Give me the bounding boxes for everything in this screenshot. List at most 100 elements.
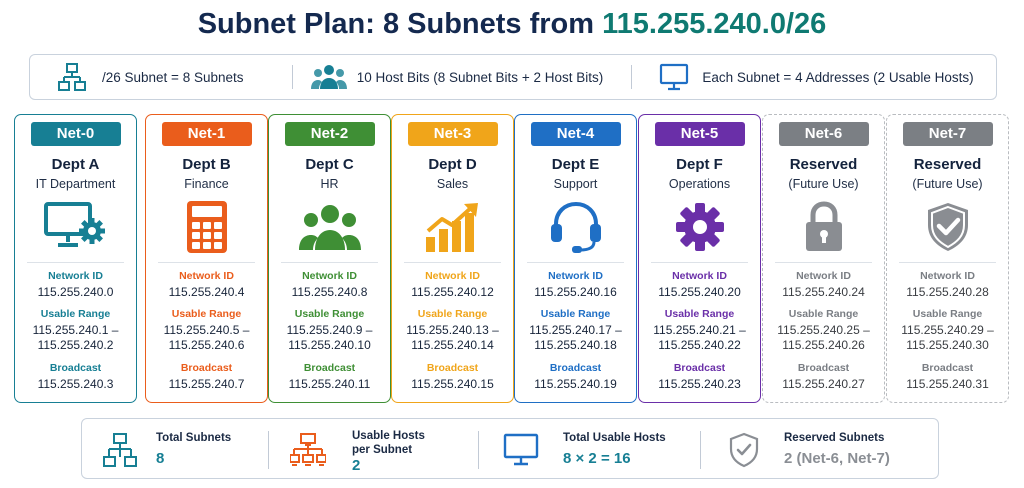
summary-reserved: Reserved Subnets 2 (Net-6, Net-7) (724, 419, 934, 478)
broadcast-value: 115.255.240.7 (168, 377, 245, 391)
subnet-subtitle: (Future Use) (788, 177, 859, 191)
network-id-value: 115.255.240.28 (906, 285, 989, 299)
broadcast-value: 115.255.240.23 (658, 377, 741, 391)
divider (291, 65, 293, 89)
monitor-gear-icon (15, 197, 136, 257)
usable-range-label: Usable Range (788, 308, 859, 320)
usable-range-end: 115.255.240.22 (658, 338, 741, 352)
network-id-label: Network ID (425, 270, 480, 282)
subnet-card-net-4: Net-4 Dept E Support Network ID 115.255.240.… (514, 114, 637, 403)
usable-range-start: 115.255.240.13 – (406, 323, 499, 337)
broadcast-label: Broadcast (549, 362, 602, 374)
subnet-subtitle: (Future Use) (912, 177, 983, 191)
summary-total-subnets: Total Subnets 8 (100, 419, 270, 478)
monitor-icon (654, 62, 694, 92)
subnet-dept: Reserved (913, 156, 982, 173)
usable-range-label: Usable Range (540, 308, 611, 320)
network-id-label: Network ID (796, 270, 851, 282)
subnet-subtitle: Finance (184, 177, 229, 191)
subnet-subtitle: HR (320, 177, 339, 191)
summary-usable-hosts: Usable Hosts per Subnet 2 (288, 419, 468, 478)
broadcast-value: 115.255.240.31 (906, 377, 989, 391)
broadcast-value: 115.255.240.3 (37, 377, 114, 391)
usable-range-start: 115.255.240.29 – (901, 323, 994, 337)
subnet-subtitle: Sales (436, 177, 469, 191)
subnet-card-net-2: Net-2 Dept C HR Network ID 115.255.240.8 Usab… (268, 114, 391, 403)
subnet-badge: Net-2 (284, 122, 375, 146)
broadcast-value: 115.255.240.19 (534, 377, 617, 391)
subnet-dept: Dept D (428, 156, 477, 173)
shield-check-icon (887, 197, 1008, 257)
divider (651, 262, 748, 263)
title-prefix: Subnet Plan: 8 Subnets from (197, 8, 603, 40)
summary-value: 2 (Net-6, Net-7) (784, 450, 890, 467)
network-id-value: 115.255.240.12 (411, 285, 494, 299)
broadcast-label: Broadcast (797, 362, 850, 374)
subnet-card-net-1: Net-1 Dept B Finance Network ID 115.255.240.… (145, 114, 268, 403)
headset-icon (515, 197, 636, 257)
usable-range-end: 115.255.240.10 (288, 338, 371, 352)
network-id-value: 115.255.240.4 (168, 285, 245, 299)
usable-range-start: 115.255.240.5 – (163, 323, 250, 337)
network-id-label: Network ID (672, 270, 727, 282)
usable-range-start: 115.255.240.21 – (653, 323, 746, 337)
summary-label: Usable Hosts per Subnet (352, 429, 425, 457)
broadcast-value: 115.255.240.15 (411, 377, 494, 391)
subnet-card-net-3: Net-3 Dept D Sales Network ID 115.255.240.12… (391, 114, 514, 403)
summary-label-line1: Usable Hosts (352, 430, 425, 442)
subnet-dept: Dept B (182, 156, 231, 173)
network-id-label: Network ID (920, 270, 975, 282)
summary-label: Total Subnets (156, 432, 232, 444)
usable-range-end: 115.255.240.26 (782, 338, 865, 352)
network-id-value: 115.255.240.0 (37, 285, 114, 299)
network-id-value: 115.255.240.16 (534, 285, 617, 299)
usable-range-label: Usable Range (417, 308, 488, 320)
network-id-value: 115.255.240.20 (658, 285, 741, 299)
network-id-label: Network ID (179, 270, 234, 282)
broadcast-label: Broadcast (49, 362, 102, 374)
usable-range-label: Usable Range (294, 308, 365, 320)
subnet-badge: Net-5 (654, 122, 745, 146)
divider (404, 262, 501, 263)
divider (631, 65, 633, 89)
shield-check-icon (724, 431, 764, 469)
subnet-badge: Net-7 (902, 122, 993, 146)
usable-range-end: 115.255.240.6 (168, 338, 245, 352)
subnet-dept: Dept A (51, 156, 100, 173)
info-item-subnets: /26 Subnet = 8 Subnets (30, 55, 292, 99)
info-text: Each Subnet = 4 Addresses (2 Usable Host… (702, 69, 974, 85)
usable-range-start: 115.255.240.17 – (529, 323, 622, 337)
usable-range-end: 115.255.240.30 (906, 338, 989, 352)
usable-range-end: 115.255.240.14 (411, 338, 494, 352)
usable-range-start: 115.255.240.25 – (777, 323, 870, 337)
divider (775, 262, 872, 263)
network-icon (52, 62, 92, 92)
summary-value: 2 (352, 457, 361, 474)
subnet-dept: Reserved (789, 156, 858, 173)
network-id-value: 115.255.240.8 (291, 285, 368, 299)
summary-value: 8 (156, 450, 165, 467)
people-icon (309, 62, 349, 92)
subnet-card-net-0: Net-0 Dept A IT Department Network ID 115.25… (14, 114, 137, 403)
divider (158, 262, 255, 263)
usable-range-label: Usable Range (171, 308, 242, 320)
growth-chart-icon (392, 197, 513, 257)
people-icon (269, 197, 390, 257)
broadcast-label: Broadcast (673, 362, 726, 374)
summary-label: Total Usable Hosts (563, 432, 666, 444)
info-text: /26 Subnet = 8 Subnets (102, 69, 244, 85)
subnet-subtitle: Support (553, 177, 598, 191)
summary-total-usable: Total Usable Hosts 8 × 2 = 16 (501, 419, 701, 478)
broadcast-label: Broadcast (426, 362, 479, 374)
summary-bar: Total Subnets 8 Usable Hosts per Subnet 2… (81, 418, 939, 479)
usable-range-end: 115.255.240.18 (534, 338, 617, 352)
broadcast-label: Broadcast (180, 362, 233, 374)
subnet-card-net-5: Net-5 Dept F Operations Network ID 115.255.2… (638, 114, 761, 403)
subnet-dept: Dept F (676, 156, 723, 173)
usable-range-start: 115.255.240.1 – (32, 323, 119, 337)
usable-range-end: 115.255.240.2 (37, 338, 114, 352)
subnet-dept: Dept E (551, 156, 600, 173)
subnet-badge: Net-6 (778, 122, 869, 146)
network-id-value: 115.255.240.24 (782, 285, 865, 299)
divider (700, 431, 701, 469)
